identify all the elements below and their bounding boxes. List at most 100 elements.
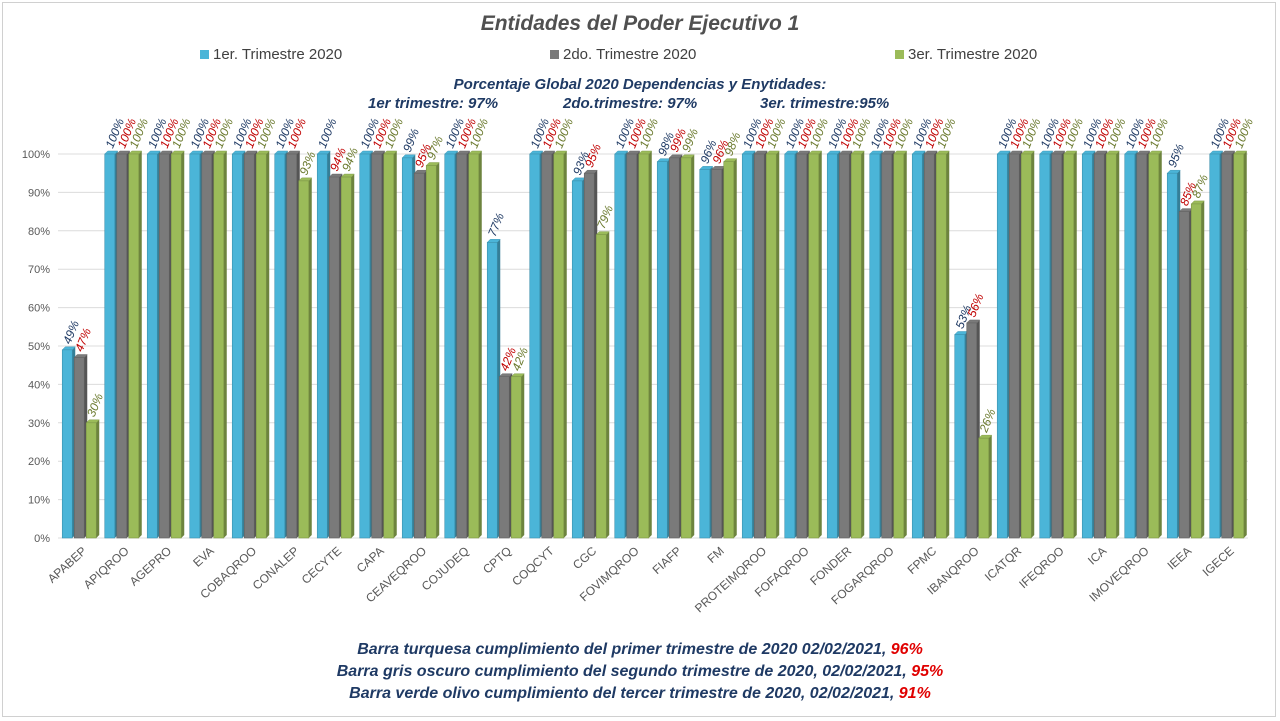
bar [255, 153, 267, 539]
bar [1148, 153, 1160, 539]
bar [911, 153, 923, 539]
bar-side [903, 151, 907, 538]
legend-swatch-q1 [200, 50, 209, 59]
bar [1039, 153, 1051, 539]
bar [201, 153, 213, 539]
bar [850, 153, 862, 539]
bar [1020, 153, 1032, 539]
legend-item-q3: 3er. Trimestre 2020 [895, 46, 1037, 63]
data-label: 30% [84, 391, 106, 419]
y-tick-label: 40% [28, 379, 50, 391]
y-tick-label: 0% [34, 533, 50, 545]
bar-side [776, 151, 780, 538]
data-label: 97% [424, 134, 446, 162]
bar [128, 153, 140, 539]
bar-side [733, 158, 737, 538]
bar [978, 437, 990, 539]
x-tick-label: IEEA [1165, 544, 1195, 573]
x-tick-label: CAPA [354, 544, 387, 576]
bar [1166, 172, 1178, 539]
bar-side [563, 151, 567, 538]
bar [468, 153, 480, 539]
legend-label-q2: 2do. Trimestre 2020 [563, 46, 697, 63]
bar [413, 172, 425, 539]
bar [213, 153, 225, 539]
data-label: 79% [594, 203, 616, 231]
bar [383, 153, 395, 539]
y-tick-label: 70% [28, 264, 50, 276]
bar [765, 153, 777, 539]
x-tick-label: CGC [570, 544, 599, 572]
footer-pct-3: 91% [898, 685, 931, 702]
x-tick-label: CECYTE [299, 544, 345, 587]
footer-line-2: Barra gris oscuro cumplimiento del segun… [0, 663, 1280, 681]
bar [1051, 153, 1063, 539]
legend-item-q2: 2do. Trimestre 2020 [550, 46, 696, 63]
footer-pct-1: 96% [890, 641, 923, 658]
x-tick-label: COQCYT [509, 543, 557, 588]
bar [486, 242, 498, 539]
bar [298, 180, 310, 539]
bar [571, 180, 583, 539]
bar-side [691, 154, 695, 538]
y-tick-label: 20% [28, 456, 50, 468]
bar [316, 153, 328, 539]
data-label: 95% [1165, 142, 1187, 170]
bar-side [138, 151, 142, 538]
global-q3: 3er. trimestre:95% [760, 95, 890, 112]
bar [541, 153, 553, 539]
bar [1209, 153, 1221, 539]
y-tick-label: 10% [28, 495, 50, 507]
bar [614, 153, 626, 539]
bar [595, 234, 607, 539]
bar-side [181, 151, 185, 538]
bar [626, 153, 638, 539]
footer-line-3: Barra verde olivo cumplimiento del terce… [0, 685, 1280, 703]
bar-side [648, 151, 652, 538]
legend-item-q1: 1er. Trimestre 2020 [200, 46, 342, 63]
x-tick-label: ICA [1085, 544, 1109, 568]
bar [996, 153, 1008, 539]
bar [1008, 153, 1020, 539]
bar [869, 153, 881, 539]
bar-side [606, 231, 610, 538]
y-tick-label: 50% [28, 341, 50, 353]
footer-pct-2: 95% [911, 663, 944, 680]
bar [796, 153, 808, 539]
legend-swatch-q3 [895, 50, 904, 59]
x-tick-label: CONALEP [250, 544, 302, 593]
bar [826, 153, 838, 539]
x-tick-label: IFEQROO [1016, 544, 1066, 591]
bar [146, 153, 158, 539]
bar [425, 165, 437, 539]
bar [638, 153, 650, 539]
bar [274, 153, 286, 539]
bar-side [1073, 151, 1077, 538]
bar-side [351, 174, 355, 539]
x-tick-label: COJUDEQ [419, 544, 472, 594]
x-tick-label: PROTEIMQROO [692, 544, 769, 616]
bar [923, 153, 935, 539]
bar [893, 153, 905, 539]
bar [231, 153, 243, 539]
footer-text-2: Barra gris oscuro cumplimiento del segun… [336, 663, 907, 680]
bar [116, 153, 128, 539]
data-label: 77% [485, 211, 507, 239]
bar-side [478, 151, 482, 538]
bar [1105, 153, 1117, 539]
bar [954, 334, 966, 539]
bar-side [988, 435, 992, 538]
bar [723, 161, 735, 539]
bar-side [1116, 151, 1120, 538]
bar [170, 153, 182, 539]
y-tick-label: 80% [28, 226, 50, 238]
x-tick-label: EVA [190, 544, 217, 570]
bar-side [1031, 151, 1035, 538]
bar [498, 376, 510, 539]
bar [510, 376, 522, 539]
bar [189, 153, 201, 539]
chart-title: Entidades del Poder Ejecutivo 1 [480, 12, 800, 35]
bar [966, 322, 978, 539]
bar [553, 153, 565, 539]
